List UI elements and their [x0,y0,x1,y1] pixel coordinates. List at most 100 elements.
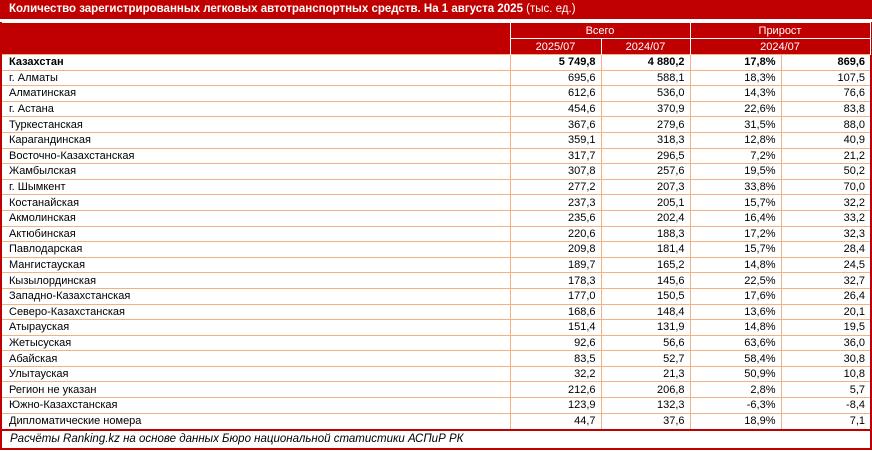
growth-pct-cell: 58,4% [689,350,782,367]
table-body: Казахстан 5 749,8 4 880,2 17,8% 869,6 г.… [2,54,871,429]
total-2025-cell: 209,8 [509,241,602,258]
total-2024-cell: 206,8 [600,381,691,399]
region-name-cell: г. Алматы [2,69,511,87]
subheader-total-2025: 2025/07 [509,38,602,55]
growth-abs-cell: 7,1 [780,412,871,429]
total-2024-cell: 207,3 [600,178,691,196]
table-row: Акмолинская 235,6 202,4 16,4% 33,2 [2,209,871,227]
total-2025-cell: 695,6 [509,69,602,87]
growth-pct-cell: -6,3% [689,397,782,414]
table-row: Жамбылская 307,8 257,6 19,5% 50,2 [2,163,871,180]
growth-pct-cell: 17,2% [689,225,782,243]
total-2025-cell: 151,4 [509,319,602,336]
growth-pct-cell: 13,6% [689,303,782,321]
subheader-growth-2024: 2024/07 [689,38,871,55]
total-2024-cell: 205,1 [600,194,691,211]
region-name-cell: Западно-Казахстанская [2,287,511,305]
corner-cell [2,22,511,55]
total-2024-cell: 131,9 [600,319,691,336]
growth-abs-cell: -8,4 [780,397,871,414]
growth-pct-cell: 63,6% [689,334,782,352]
subheader-total-2024: 2024/07 [600,38,691,55]
region-name-cell: Абайская [2,350,511,367]
report-title: Количество зарегистрированных легковых а… [9,3,523,15]
table-row: Улытауская 32,2 21,3 50,9% 10,8 [2,365,871,383]
region-name-cell: Жетысуская [2,334,511,352]
total-2024-cell: 52,7 [600,350,691,367]
table-row: Регион не указан 212,6 206,8 2,8% 5,7 [2,381,871,399]
region-name-cell: Южно-Казахстанская [2,397,511,414]
region-name-cell: Кызылординская [2,272,511,289]
region-name-cell: Акмолинская [2,209,511,227]
region-name-cell: Туркестанская [2,116,511,133]
growth-abs-cell: 76,6 [780,85,871,102]
region-name-cell: Актюбинская [2,225,511,243]
growth-abs-cell: 30,8 [780,350,871,367]
col-group-growth: Прирост [689,22,871,39]
growth-abs-cell: 40,9 [780,131,871,149]
total-2024-cell: 4 880,2 [600,54,691,71]
table-row: Туркестанская 367,6 279,6 31,5% 88,0 [2,116,871,133]
total-2025-cell: 189,7 [509,256,602,274]
growth-pct-cell: 12,8% [689,131,782,149]
region-name-cell: Костанайская [2,194,511,211]
region-name-cell: Северо-Казахстанская [2,303,511,321]
table-row: Алматинская 612,6 536,0 14,3% 76,6 [2,85,871,102]
table-row: Кызылординская 178,3 145,6 22,5% 32,7 [2,272,871,289]
table-row: Дипломатические номера 44,7 37,6 18,9% 7… [2,412,871,429]
total-2025-cell: 178,3 [509,272,602,289]
growth-pct-cell: 17,6% [689,287,782,305]
total-2024-cell: 370,9 [600,100,691,118]
total-2024-cell: 148,4 [600,303,691,321]
total-2024-cell: 165,2 [600,256,691,274]
growth-abs-cell: 26,4 [780,287,871,305]
growth-pct-cell: 14,3% [689,85,782,102]
total-2025-cell: 5 749,8 [509,54,602,71]
total-2025-cell: 220,6 [509,225,602,243]
region-name-cell: Восточно-Казахстанская [2,147,511,165]
growth-abs-cell: 32,2 [780,194,871,211]
table-row: Актюбинская 220,6 188,3 17,2% 32,3 [2,225,871,243]
growth-abs-cell: 10,8 [780,365,871,383]
region-name-cell: г. Шымкент [2,178,511,196]
growth-pct-cell: 18,3% [689,69,782,87]
region-name-cell: Казахстан [2,54,511,71]
growth-pct-cell: 33,8% [689,178,782,196]
vehicles-table: Всего Прирост 2025/07 2024/07 2024/07 Ка… [2,22,871,429]
table-row: Казахстан 5 749,8 4 880,2 17,8% 869,6 [2,54,871,71]
total-2025-cell: 317,7 [509,147,602,165]
growth-pct-cell: 19,5% [689,163,782,180]
table-row: Восточно-Казахстанская 317,7 296,5 7,2% … [2,147,871,165]
table-row: г. Астана 454,6 370,9 22,6% 83,8 [2,100,871,118]
report-title-unit: (тыс. ед.) [522,3,576,15]
growth-abs-cell: 19,5 [780,319,871,336]
growth-abs-cell: 70,0 [780,178,871,196]
total-2024-cell: 188,3 [600,225,691,243]
growth-pct-cell: 31,5% [689,116,782,133]
growth-abs-cell: 869,6 [780,54,871,71]
region-name-cell: г. Астана [2,100,511,118]
table-row: Мангистауская 189,7 165,2 14,8% 24,5 [2,256,871,274]
total-2025-cell: 237,3 [509,194,602,211]
region-name-cell: Павлодарская [2,241,511,258]
total-2024-cell: 56,6 [600,334,691,352]
region-name-cell: Жамбылская [2,163,511,180]
title-separator [0,19,872,22]
total-2024-cell: 150,5 [600,287,691,305]
table-row: Атырауская 151,4 131,9 14,8% 19,5 [2,319,871,336]
growth-pct-cell: 7,2% [689,147,782,165]
table-row: Западно-Казахстанская 177,0 150,5 17,6% … [2,287,871,305]
table-row: Абайская 83,5 52,7 58,4% 30,8 [2,350,871,367]
table-row: Жетысуская 92,6 56,6 63,6% 36,0 [2,334,871,352]
growth-pct-cell: 15,7% [689,194,782,211]
growth-pct-cell: 15,7% [689,241,782,258]
total-2025-cell: 92,6 [509,334,602,352]
total-2024-cell: 318,3 [600,131,691,149]
table-row: г. Шымкент 277,2 207,3 33,8% 70,0 [2,178,871,196]
table-row: Северо-Казахстанская 168,6 148,4 13,6% 2… [2,303,871,321]
growth-abs-cell: 88,0 [780,116,871,133]
total-2025-cell: 454,6 [509,100,602,118]
total-2024-cell: 37,6 [600,412,691,429]
total-2025-cell: 367,6 [509,116,602,133]
